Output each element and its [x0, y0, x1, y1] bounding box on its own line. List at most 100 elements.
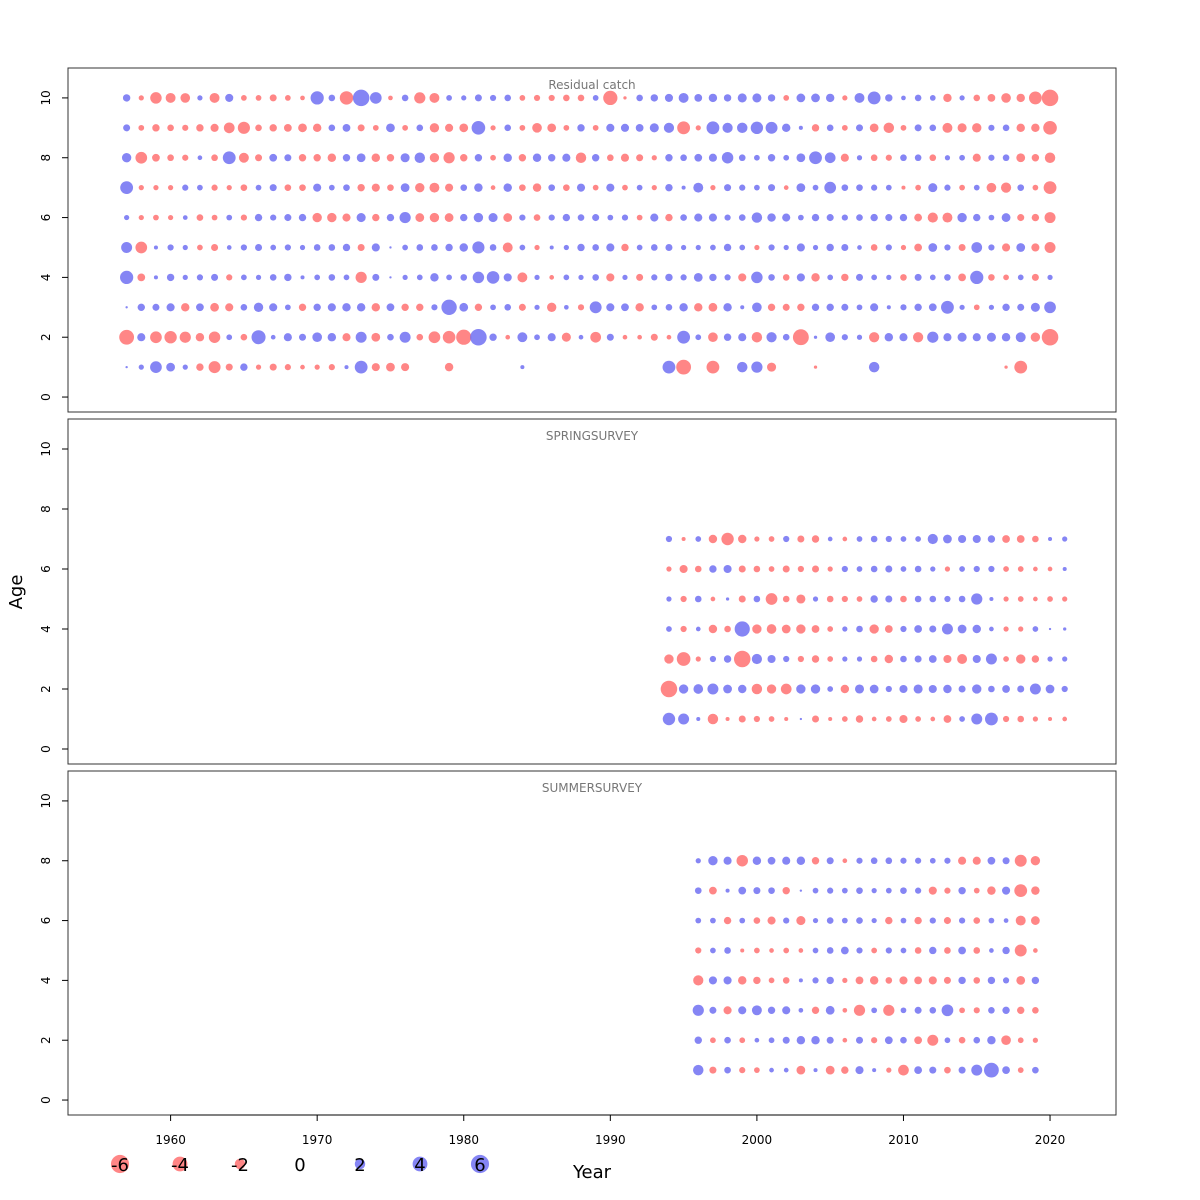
residual-bubble — [914, 947, 922, 954]
residual-bubble — [827, 274, 834, 281]
residual-bubble — [694, 303, 703, 312]
residual-bubble — [768, 1037, 775, 1044]
residual-bubble — [796, 183, 806, 193]
panel-frame — [67, 418, 1117, 765]
residual-bubble — [1004, 365, 1008, 369]
legend-bubble — [354, 1158, 366, 1170]
residual-bubble — [415, 182, 425, 193]
legend-bubble — [110, 1154, 130, 1174]
residual-bubble — [927, 331, 939, 343]
residual-bubble — [825, 93, 835, 103]
y-tick-label: 0 — [39, 393, 53, 401]
residual-bubble — [692, 1004, 704, 1016]
residual-bubble — [856, 334, 863, 340]
residual-bubble — [255, 274, 262, 281]
residual-bubble — [989, 626, 994, 632]
residual-bubble — [223, 122, 235, 134]
residual-bubble — [856, 887, 863, 894]
residual-bubble — [1061, 685, 1068, 693]
residual-bubble — [885, 565, 893, 573]
residual-bubble — [371, 183, 380, 192]
residual-bubble — [196, 124, 204, 132]
residual-bubble — [959, 95, 965, 101]
residual-bubble — [973, 917, 981, 924]
residual-bubble — [914, 595, 922, 603]
residual-bubble — [944, 887, 951, 894]
residual-bubble — [577, 304, 585, 311]
residual-bubble — [972, 684, 982, 694]
residual-bubble — [694, 565, 702, 573]
residual-bubble — [150, 331, 162, 344]
residual-bubble — [577, 124, 585, 132]
residual-bubble — [769, 1067, 774, 1073]
residual-bubble — [1014, 944, 1027, 957]
residual-bubble — [841, 243, 849, 251]
residual-bubble — [121, 241, 133, 253]
residual-bubble — [796, 916, 806, 926]
residual-bubble — [660, 680, 678, 698]
residual-bubble — [738, 534, 747, 544]
residual-bubble — [842, 858, 848, 864]
residual-bubble — [738, 214, 746, 221]
residual-bubble — [811, 124, 820, 132]
residual-bubble — [399, 211, 411, 224]
residual-bubble — [680, 625, 687, 633]
residual-bubble — [283, 123, 292, 132]
residual-bubble — [738, 684, 747, 694]
residual-bubble — [339, 91, 354, 105]
residual-bubble — [751, 683, 763, 695]
residual-bubble — [928, 886, 937, 895]
residual-bubble — [798, 978, 803, 983]
residual-bubble — [431, 304, 438, 311]
residual-bubble — [721, 532, 734, 546]
residual-bubble — [959, 304, 965, 310]
residual-bubble — [167, 214, 174, 221]
residual-bubble — [944, 566, 951, 572]
legend-bubble — [172, 1156, 188, 1172]
residual-bubble — [738, 976, 747, 985]
residual-bubble — [885, 916, 893, 925]
residual-bubble — [355, 271, 367, 284]
residual-bubble — [284, 154, 292, 162]
residual-bubble — [441, 299, 457, 315]
residual-bubble — [470, 328, 487, 346]
residual-bubble — [1016, 123, 1025, 133]
residual-bubble — [725, 888, 730, 893]
residual-bubble — [941, 1004, 954, 1017]
residual-bubble — [710, 185, 716, 191]
residual-bubble — [734, 621, 750, 637]
x-tick-label: 1960 — [155, 1133, 186, 1147]
residual-bubble — [240, 244, 247, 251]
residual-bubble — [707, 683, 719, 695]
residual-bubble — [929, 625, 937, 633]
residual-bubble — [226, 334, 233, 341]
residual-bubble — [941, 300, 954, 314]
residual-bubble — [300, 95, 305, 101]
residual-bubble — [927, 212, 938, 223]
residual-bubble — [856, 947, 863, 954]
residual-bubble — [298, 213, 307, 222]
residual-bubble — [182, 274, 188, 281]
residual-bubble — [914, 213, 923, 222]
residual-bubble — [222, 151, 236, 165]
residual-bubble — [181, 303, 190, 312]
legend-label: -6 — [111, 1155, 129, 1176]
residual-bubble — [958, 946, 966, 955]
residual-bubble — [842, 626, 848, 632]
residual-bubble — [342, 154, 351, 162]
residual-bubble — [197, 95, 203, 101]
residual-bubble — [534, 274, 540, 281]
residual-bubble — [943, 333, 952, 342]
residual-bubble — [503, 183, 512, 192]
residual-bubble — [783, 535, 790, 543]
residual-bubble — [900, 304, 907, 311]
residual-bubble — [226, 245, 232, 250]
residual-bubble — [474, 303, 483, 312]
residual-bubble — [811, 535, 820, 543]
residual-bubble — [1032, 1066, 1039, 1074]
residual-bubble — [944, 1066, 951, 1074]
y-tick-label: 8 — [39, 154, 53, 162]
residual-bubble — [796, 153, 806, 163]
residual-bubble — [941, 623, 953, 635]
residual-bubble — [826, 947, 834, 954]
